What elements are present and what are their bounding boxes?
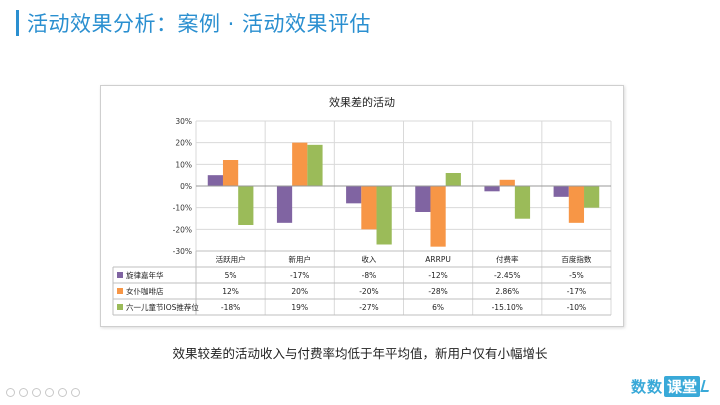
bar: [292, 142, 308, 186]
y-tick-label: -10%: [173, 204, 192, 213]
next-slide-icon[interactable]: [19, 388, 28, 397]
menu-icon[interactable]: [71, 388, 80, 397]
slide-nav-controls: [6, 388, 80, 397]
bar: [584, 186, 600, 208]
category-label: 付费率: [496, 254, 519, 264]
data-label: 6%: [432, 303, 444, 312]
brand-logo: 数数 课堂: [630, 374, 712, 398]
bar: [222, 160, 239, 186]
category-label: 活跃用户: [216, 254, 246, 264]
y-tick-label: 0%: [180, 182, 192, 191]
legend-swatch: [117, 272, 123, 278]
data-label: 20%: [291, 287, 308, 296]
zoom-icon[interactable]: [58, 388, 67, 397]
data-label: -27%: [359, 303, 378, 312]
legend-label: 女仆咖啡店: [126, 286, 164, 296]
data-label: -17%: [567, 287, 586, 296]
legend-label: 旋律嘉年华: [126, 270, 164, 280]
y-tick-label: 20%: [175, 139, 192, 148]
bar: [568, 186, 585, 223]
data-label: 2.86%: [495, 287, 519, 296]
logo-tail-icon: [700, 380, 712, 392]
data-label: -12%: [428, 271, 447, 280]
logo-text: 数数: [630, 377, 663, 396]
data-label: 12%: [222, 287, 239, 296]
data-label: -20%: [359, 287, 378, 296]
category-label: 收入: [361, 254, 376, 264]
bar: [430, 186, 446, 247]
pen-icon[interactable]: [32, 388, 41, 397]
bar: [346, 186, 362, 204]
legend-swatch: [117, 288, 123, 294]
data-label: 19%: [291, 303, 308, 312]
bar: [415, 186, 431, 212]
category-label: 百度指数: [561, 254, 591, 264]
slide-caption: 效果较差的活动收入与付费率均低于年平均值，新用户仅有小幅增长: [172, 346, 548, 361]
chart-title: 效果差的活动: [329, 95, 395, 109]
data-label: -28%: [428, 287, 447, 296]
data-label: 5%: [225, 271, 237, 280]
y-tick-label: -30%: [173, 247, 192, 256]
bar: [376, 186, 392, 245]
bar: [445, 173, 461, 186]
slide-title: 活动效果分析：案例 · 活动效果评估: [27, 12, 372, 36]
y-tick-label: -20%: [173, 225, 192, 234]
y-tick-label: 10%: [175, 160, 192, 169]
category-label: 新用户: [289, 254, 312, 264]
category-label: ARRPU: [425, 255, 451, 264]
bar: [553, 186, 569, 197]
bar: [484, 186, 500, 192]
data-label: -10%: [567, 303, 586, 312]
bar: [276, 186, 293, 223]
bar: [514, 186, 531, 219]
data-label: -15.10%: [492, 303, 523, 312]
y-tick-label: 30%: [175, 117, 192, 126]
bar: [361, 186, 377, 230]
chart-frame: 效果差的活动 30% 20% 10% 0% -10% -20% -30% 活跃用户 新用户 收入 AR…: [100, 85, 624, 327]
data-label: -17%: [290, 271, 309, 280]
bar-chart: 效果差的活动 30% 20% 10% 0% -10% -20% -30% 活跃用户 新用户 收入 AR…: [112, 95, 612, 316]
data-label: -2.45%: [494, 271, 521, 280]
bar: [307, 144, 323, 186]
view-icon[interactable]: [45, 388, 54, 397]
data-label: -18%: [221, 303, 240, 312]
logo-box-text: 课堂: [663, 375, 700, 397]
bar: [207, 175, 223, 186]
legend-label: 六一儿童节IOS推荐位: [126, 302, 199, 312]
data-label: -8%: [362, 271, 377, 280]
bar: [238, 186, 254, 225]
bar: [499, 179, 515, 186]
data-label: -5%: [569, 271, 584, 280]
prev-slide-icon[interactable]: [6, 388, 15, 397]
slide-title-bar: 活动效果分析：案例 · 活动效果评估: [16, 10, 371, 36]
legend-swatch: [117, 304, 123, 310]
